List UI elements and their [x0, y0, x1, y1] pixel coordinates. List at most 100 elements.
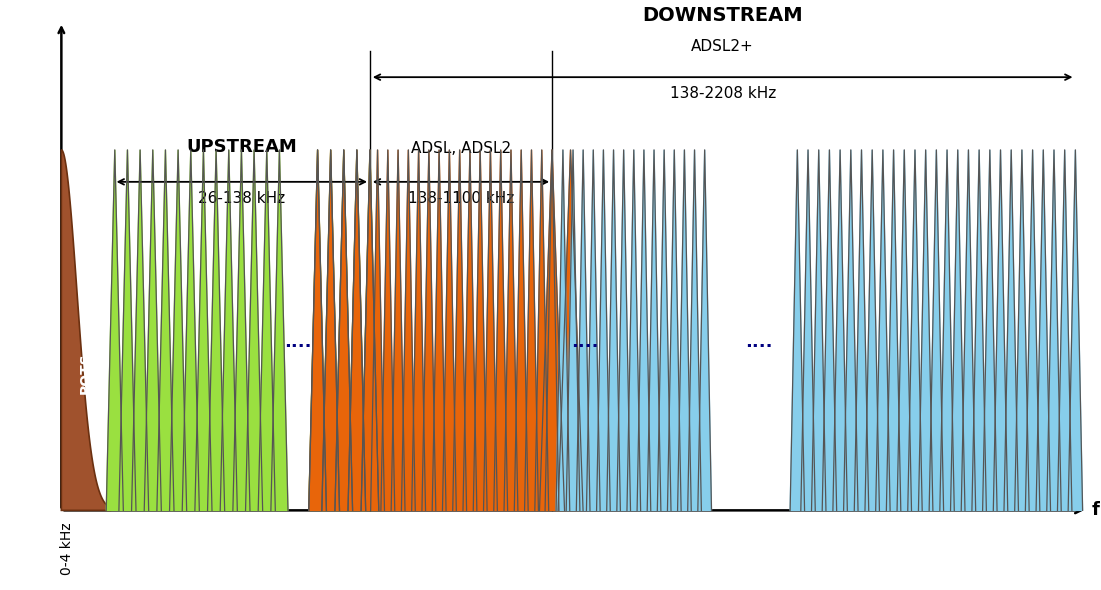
Polygon shape: [412, 150, 425, 510]
Polygon shape: [381, 150, 395, 510]
Polygon shape: [558, 150, 584, 510]
Polygon shape: [1068, 150, 1082, 510]
Polygon shape: [422, 150, 436, 510]
Polygon shape: [308, 150, 326, 510]
Polygon shape: [822, 150, 837, 510]
Polygon shape: [131, 150, 149, 510]
Text: UPSTREAM: UPSTREAM: [186, 137, 297, 156]
Polygon shape: [1057, 150, 1072, 510]
Polygon shape: [607, 150, 620, 510]
Polygon shape: [106, 150, 123, 510]
Polygon shape: [587, 150, 600, 510]
Polygon shape: [897, 150, 912, 510]
Polygon shape: [157, 150, 174, 510]
Polygon shape: [993, 150, 1007, 510]
Polygon shape: [800, 150, 815, 510]
Polygon shape: [677, 150, 691, 510]
Text: 0-4 kHz: 0-4 kHz: [59, 522, 74, 575]
Polygon shape: [972, 150, 986, 510]
Polygon shape: [791, 150, 805, 510]
Text: ....: ....: [571, 333, 599, 350]
Text: f: f: [1092, 502, 1100, 519]
Polygon shape: [514, 150, 528, 510]
Polygon shape: [597, 150, 610, 510]
Polygon shape: [259, 150, 275, 510]
Polygon shape: [811, 150, 826, 510]
Polygon shape: [183, 150, 199, 510]
Polygon shape: [483, 150, 498, 510]
Polygon shape: [539, 150, 565, 510]
Polygon shape: [918, 150, 933, 510]
Polygon shape: [1004, 150, 1018, 510]
Polygon shape: [698, 150, 711, 510]
Polygon shape: [1025, 150, 1039, 510]
Polygon shape: [929, 150, 944, 510]
Polygon shape: [657, 150, 671, 510]
Text: 138-1100 kHz: 138-1100 kHz: [407, 191, 514, 205]
Polygon shape: [348, 150, 366, 510]
Polygon shape: [335, 150, 352, 510]
Polygon shape: [556, 150, 569, 510]
Polygon shape: [688, 150, 701, 510]
Polygon shape: [504, 150, 517, 510]
Polygon shape: [433, 150, 446, 510]
Polygon shape: [321, 150, 339, 510]
Polygon shape: [865, 150, 880, 510]
Polygon shape: [545, 150, 559, 510]
Polygon shape: [843, 150, 858, 510]
Polygon shape: [524, 150, 538, 510]
Polygon shape: [1015, 150, 1029, 510]
Polygon shape: [493, 150, 508, 510]
Polygon shape: [246, 150, 263, 510]
Text: ADSL2+: ADSL2+: [691, 39, 754, 54]
Polygon shape: [119, 150, 137, 510]
Polygon shape: [208, 150, 225, 510]
Text: 26-138 kHz: 26-138 kHz: [198, 191, 285, 205]
Polygon shape: [626, 150, 641, 510]
Polygon shape: [854, 150, 869, 510]
Polygon shape: [566, 150, 580, 510]
Polygon shape: [832, 150, 848, 510]
Polygon shape: [907, 150, 923, 510]
Polygon shape: [453, 150, 467, 510]
Polygon shape: [220, 150, 238, 510]
Polygon shape: [647, 150, 661, 510]
Polygon shape: [886, 150, 901, 510]
Polygon shape: [371, 150, 384, 510]
Polygon shape: [961, 150, 975, 510]
Polygon shape: [443, 150, 456, 510]
Polygon shape: [62, 150, 110, 510]
Polygon shape: [950, 150, 964, 510]
Polygon shape: [464, 150, 477, 510]
Polygon shape: [1047, 150, 1061, 510]
Polygon shape: [170, 150, 187, 510]
Polygon shape: [667, 150, 682, 510]
Polygon shape: [875, 150, 890, 510]
Polygon shape: [271, 150, 288, 510]
Text: POTS: POTS: [79, 352, 92, 394]
Polygon shape: [233, 150, 250, 510]
Polygon shape: [473, 150, 487, 510]
Text: ADSL, ADSL2: ADSL, ADSL2: [411, 140, 511, 156]
Polygon shape: [308, 150, 326, 510]
Polygon shape: [940, 150, 955, 510]
Polygon shape: [391, 150, 405, 510]
Text: DOWNSTREAM: DOWNSTREAM: [642, 6, 803, 25]
Polygon shape: [576, 150, 590, 510]
Polygon shape: [361, 150, 379, 510]
Polygon shape: [321, 150, 339, 510]
Polygon shape: [637, 150, 651, 510]
Polygon shape: [402, 150, 415, 510]
Polygon shape: [361, 150, 379, 510]
Text: ....: ....: [284, 333, 312, 350]
Polygon shape: [195, 150, 212, 510]
Text: 138-2208 kHz: 138-2208 kHz: [669, 86, 776, 101]
Polygon shape: [1036, 150, 1050, 510]
Polygon shape: [617, 150, 631, 510]
Polygon shape: [144, 150, 162, 510]
Text: ....: ....: [745, 333, 773, 350]
Polygon shape: [982, 150, 998, 510]
Polygon shape: [535, 150, 548, 510]
Polygon shape: [348, 150, 366, 510]
Polygon shape: [335, 150, 352, 510]
